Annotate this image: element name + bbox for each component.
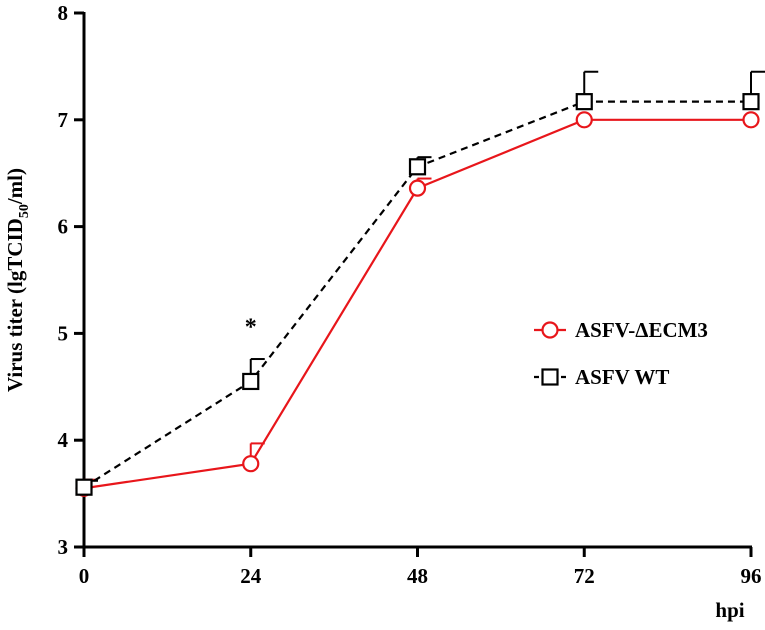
data-point-circle — [242, 455, 260, 473]
annotations: * — [245, 315, 257, 341]
axes — [82, 12, 752, 549]
x-tick-label: 72 — [574, 564, 595, 588]
y-axis-label: Virus titer (lgTCID50/ml) — [3, 168, 32, 392]
x-axis-label: hpi — [715, 598, 744, 622]
legend-label: ASFV-ΔECM3 — [575, 318, 708, 342]
x-tick-label: 0 — [79, 564, 90, 588]
y-axis-label-tail: /ml) — [3, 168, 27, 205]
x-tick-label: 48 — [407, 564, 428, 588]
data-point-square — [575, 93, 593, 111]
legend: ASFV-ΔECM3 ASFV WT — [534, 318, 708, 389]
y-axis-label-main: Virus titer (lgTCID — [3, 218, 27, 392]
data-point-square — [242, 372, 260, 391]
error-bars — [83, 70, 765, 489]
y-axis-label-subscript: 50 — [17, 204, 32, 218]
data-point-square — [408, 158, 427, 176]
x-tick-label: 96 — [741, 564, 762, 588]
legend-label: ASFV WT — [575, 365, 669, 389]
y-tick-label: 3 — [58, 535, 69, 559]
data-point-square — [75, 478, 93, 496]
legend-marker-circle — [541, 321, 559, 339]
y-tick-label: 6 — [58, 215, 69, 239]
y-tick-label: 5 — [58, 321, 69, 345]
data-point-circle — [742, 111, 760, 129]
data-point-circle — [575, 111, 593, 129]
data-point-square — [742, 93, 760, 111]
significance-asterisk: * — [245, 315, 257, 341]
y-tick-label: 7 — [58, 108, 69, 132]
series-markers — [75, 93, 760, 497]
y-tick-label: 4 — [58, 428, 69, 452]
y-tick-label: 8 — [58, 1, 69, 25]
ticks: 3 4 5 6 7 8 0 24 48 72 96 — [58, 1, 762, 588]
data-point-circle — [408, 179, 427, 197]
x-tick-label: 24 — [240, 564, 262, 588]
legend-marker-square — [541, 368, 559, 386]
